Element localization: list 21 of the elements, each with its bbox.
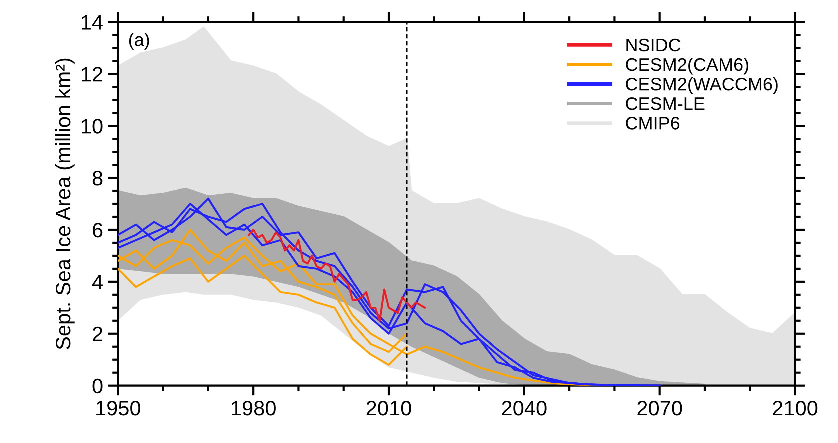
x-tick-label: 2070: [638, 400, 682, 416]
x-tick-label: 2100: [773, 400, 818, 416]
y-tick-label: 2: [93, 326, 103, 342]
y-tick-label: 4: [92, 275, 103, 290]
y-tick-label: 12: [82, 67, 103, 82]
y-tick-label: 10: [82, 119, 103, 134]
y-axis-title: Sept. Sea Ice Area (million km²): [55, 58, 75, 350]
legend-label: NSIDC: [626, 38, 681, 52]
y-tick-label: 8: [92, 171, 103, 186]
y-tick-label: 6: [93, 222, 103, 238]
x-tick-label: 2040: [502, 400, 547, 416]
legend-label: CMIP6: [626, 117, 680, 130]
x-tick-label: 1950: [96, 400, 141, 416]
legend-label: CESM2(WACCM6): [626, 77, 778, 94]
legend-label: CESM2(CAM6): [626, 58, 748, 75]
annotation: (a): [129, 33, 150, 50]
legend-label: CESM-LE: [626, 97, 705, 110]
y-tick-label: 0: [92, 378, 103, 394]
y-tick-label: 14: [82, 15, 103, 30]
x-tick-label: 2010: [366, 400, 412, 416]
x-tick-label: 1980: [232, 400, 276, 416]
